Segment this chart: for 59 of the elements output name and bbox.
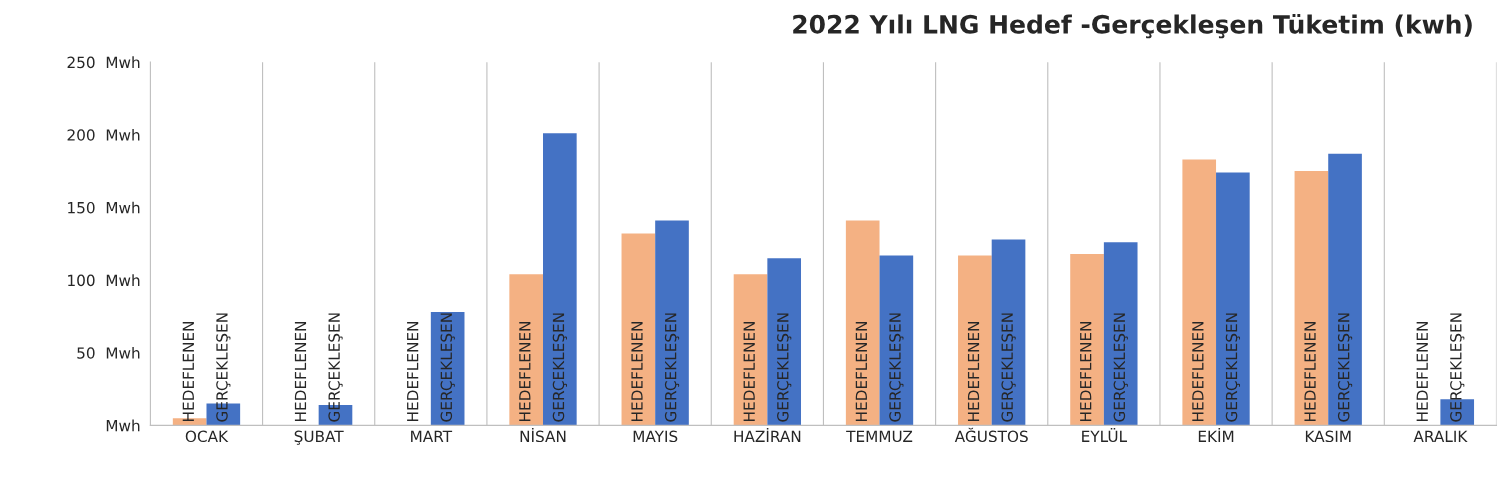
bar — [767, 258, 802, 426]
x-tick-label: ARALIK — [1413, 430, 1468, 442]
series-label: GERÇEKLEŞEN — [440, 313, 455, 422]
y-tick-label: Mwh — [106, 419, 140, 432]
x-tick-label: EKİM — [1198, 427, 1234, 442]
x-tick-label: MART — [411, 430, 453, 442]
bar — [991, 239, 1026, 426]
bar — [845, 220, 880, 426]
x-tick-label: EYLÜL — [1082, 427, 1127, 443]
text: GERÇEKLEŞEN — [1337, 313, 1353, 422]
text: HEDEFLENEN — [1080, 321, 1092, 422]
text: HEDEFLENEN — [407, 321, 419, 422]
bar — [1294, 171, 1329, 426]
bar — [655, 220, 689, 426]
y-tick-label: 200 Mwh — [67, 128, 140, 141]
text: HEDEFLENEN — [631, 321, 643, 422]
x-tick-label: OCAK — [185, 430, 229, 443]
bar — [1103, 242, 1138, 426]
x-tick-label: NİSAN — [520, 427, 566, 443]
text: GERÇEKLEŞEN — [328, 313, 343, 422]
text: GERÇEKLEŞEN — [1225, 313, 1241, 422]
chart-title: 2022 Yılı LNG Hedef -Gerçekleşen Tüketim (kwh) — [793, 14, 1472, 39]
bar — [1070, 253, 1104, 426]
bar — [509, 274, 544, 426]
text: GERÇEKLEŞEN — [889, 313, 904, 422]
text: GERÇEKLEŞEN — [552, 313, 567, 422]
text: HEDEFLENEN — [967, 321, 980, 422]
text: HEDEFLENEN — [182, 321, 194, 422]
x-tick-label: ŞUBAT — [294, 430, 344, 445]
text: HEDEFLENEN — [294, 321, 307, 422]
text: GERÇEKLEŞEN — [1450, 313, 1465, 422]
x-tick-label: AĞUSTOS — [954, 427, 1028, 443]
y-tick-label: 50 Mwh — [77, 346, 140, 359]
y-tick-label: 100 Mwh — [68, 274, 140, 287]
bar — [1216, 172, 1250, 426]
bar — [1328, 153, 1362, 426]
x-tick-label: MAYIS — [633, 430, 678, 443]
text: HEDEFLENEN — [1416, 321, 1428, 422]
text: HEDEFLENEN — [855, 321, 867, 422]
text: GERÇEKLEŞEN — [1001, 313, 1016, 422]
text: HEDEFLENEN — [1192, 321, 1204, 422]
text: GERÇEKLEŞEN — [777, 313, 792, 422]
x-tick-label: TEMMUZ — [846, 430, 913, 443]
bar — [733, 274, 768, 426]
y-tick-label: 150 Mwh — [68, 201, 140, 214]
x-tick-label: KASIM — [1305, 430, 1351, 443]
x-tick-label: HAZİRAN — [734, 427, 801, 442]
y-tick-label: 250 Mwh — [67, 56, 140, 69]
bar — [879, 255, 914, 426]
text: HEDEFLENEN — [743, 321, 755, 422]
text: GERÇEKLEŞEN — [216, 313, 231, 422]
bar — [958, 255, 992, 426]
bar — [621, 233, 656, 426]
text: HEDEFLENEN — [519, 321, 531, 422]
text: GERÇEKLEŞEN — [1113, 313, 1128, 422]
bar — [543, 133, 577, 426]
text: GERÇEKLEŞEN — [664, 313, 680, 422]
text: HEDEFLENEN — [1304, 321, 1316, 422]
bar — [1182, 159, 1217, 426]
